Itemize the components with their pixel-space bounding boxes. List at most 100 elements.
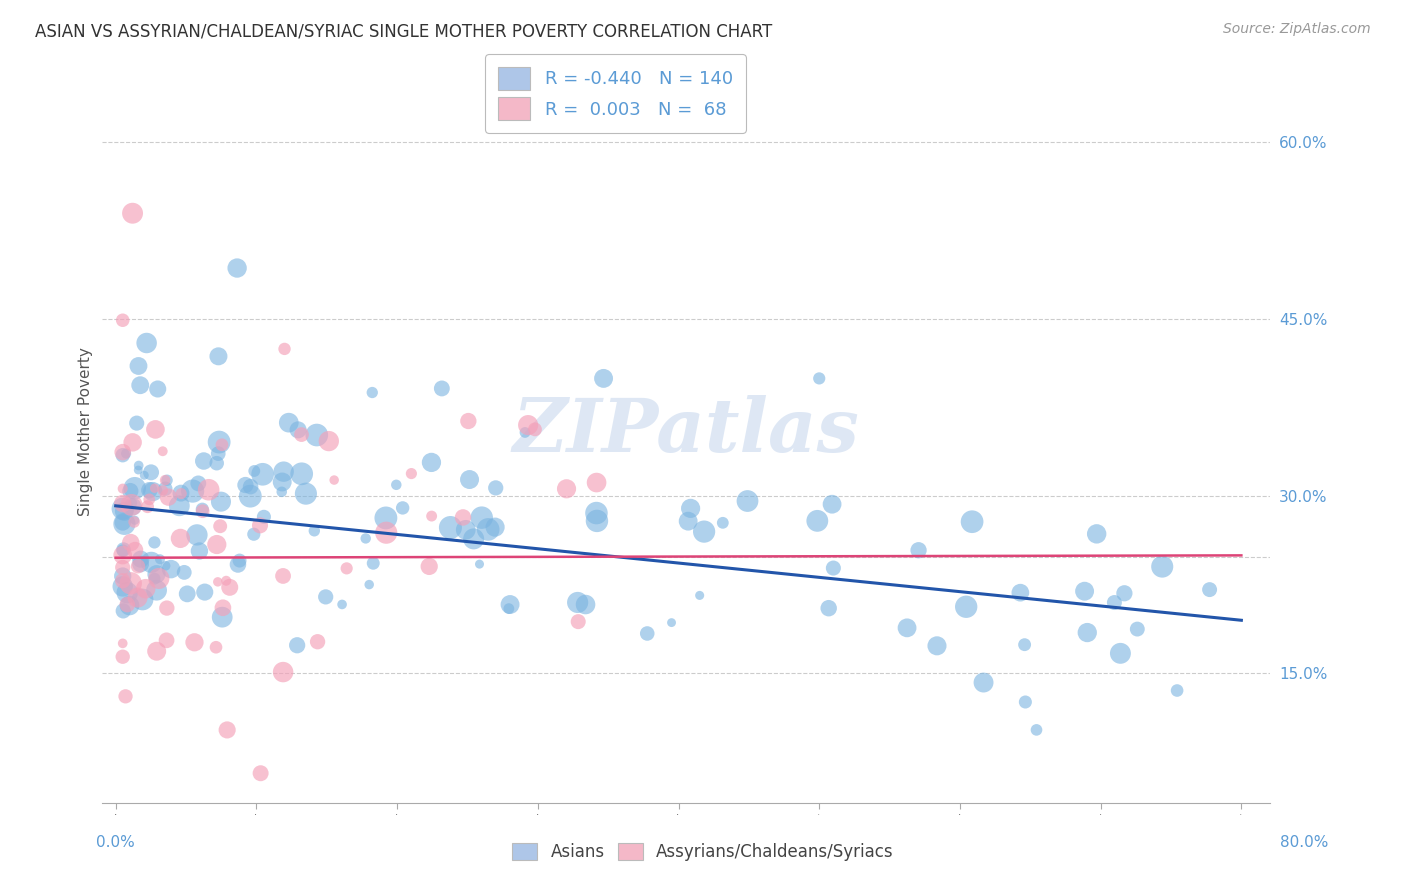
Point [361, 385, 384, 400]
Point [960, 515, 983, 529]
Point [112, 516, 135, 531]
Point [191, 504, 214, 518]
Point [1152, 559, 1174, 574]
Point [121, 206, 143, 220]
Y-axis label: Single Mother Poverty: Single Mother Poverty [79, 347, 93, 516]
Point [143, 481, 166, 495]
Point [955, 599, 977, 614]
Point [139, 466, 162, 480]
Point [391, 500, 413, 515]
Point [112, 542, 135, 557]
Point [135, 336, 157, 351]
Point [211, 610, 233, 624]
Point [585, 506, 607, 520]
Point [430, 381, 453, 395]
Point [138, 492, 160, 507]
Point [176, 587, 198, 601]
Point [155, 633, 177, 648]
Point [477, 523, 499, 537]
Point [188, 544, 211, 558]
Point [1166, 683, 1188, 698]
Point [118, 599, 141, 613]
Point [205, 537, 228, 551]
Point [207, 574, 229, 589]
Point [270, 484, 292, 499]
Point [817, 601, 839, 615]
Point [145, 583, 167, 598]
Point [205, 456, 228, 470]
Point [271, 665, 294, 679]
Point [1114, 586, 1136, 600]
Point [287, 423, 309, 437]
Point [1109, 646, 1132, 660]
Point [1104, 595, 1126, 609]
Point [925, 639, 948, 653]
Point [121, 496, 143, 510]
Point [215, 574, 238, 588]
Point [330, 598, 353, 612]
Point [574, 598, 596, 612]
Point [111, 569, 134, 583]
Point [243, 464, 266, 478]
Point [129, 378, 152, 392]
Point [124, 543, 146, 558]
Point [498, 601, 520, 615]
Point [385, 478, 408, 492]
Point [120, 483, 142, 498]
Text: ZIPatlas: ZIPatlas [512, 395, 859, 467]
Point [737, 494, 759, 508]
Point [114, 690, 136, 704]
Point [458, 473, 481, 487]
Point [1085, 527, 1108, 541]
Point [896, 621, 918, 635]
Text: 0.0%: 0.0% [96, 836, 135, 850]
Point [420, 509, 443, 524]
Point [1014, 695, 1036, 709]
Point [170, 486, 193, 500]
Point [375, 525, 398, 540]
Point [693, 524, 716, 539]
Point [120, 535, 142, 549]
Point [207, 447, 229, 461]
Point [112, 504, 135, 518]
Point [125, 416, 148, 430]
Point [121, 435, 143, 450]
Point [136, 500, 159, 514]
Point [226, 260, 249, 275]
Point [111, 445, 134, 459]
Point [374, 511, 396, 525]
Point [271, 475, 294, 489]
Point [823, 561, 845, 575]
Point [249, 766, 271, 780]
Point [155, 482, 177, 496]
Point [468, 557, 491, 571]
Point [457, 414, 479, 428]
Point [124, 481, 146, 495]
Point [194, 585, 217, 599]
Point [209, 519, 232, 533]
Point [124, 513, 146, 527]
Point [1025, 723, 1047, 737]
Point [226, 558, 249, 572]
Point [808, 371, 831, 385]
Point [111, 543, 134, 558]
Point [1198, 582, 1220, 597]
Point [197, 483, 219, 497]
Point [117, 585, 139, 599]
Point [304, 524, 326, 538]
Point [143, 572, 166, 586]
Point [181, 484, 204, 499]
Point [187, 476, 209, 491]
Point [249, 518, 271, 533]
Point [145, 567, 167, 582]
Point [205, 640, 228, 655]
Point [131, 592, 153, 607]
Point [354, 532, 377, 546]
Point [193, 454, 215, 468]
Point [111, 501, 134, 516]
Point [806, 514, 828, 528]
Point [517, 418, 540, 433]
Point [145, 422, 167, 436]
Point [121, 500, 143, 514]
Point [152, 444, 174, 458]
